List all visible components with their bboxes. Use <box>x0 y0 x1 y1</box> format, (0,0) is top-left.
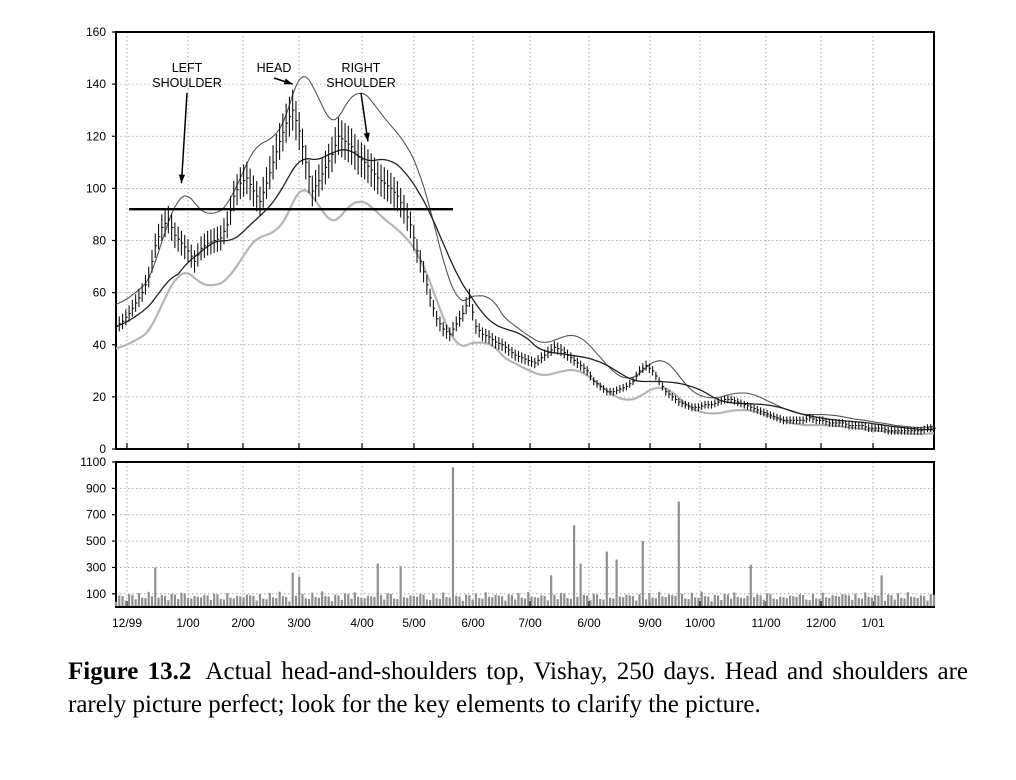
price-y-tick-label: 120 <box>86 129 106 143</box>
moving-average-line <box>115 149 934 431</box>
price-y-tick-label: 60 <box>93 286 107 300</box>
x-tick-label: 5/00 <box>402 616 426 630</box>
price-y-tick-label: 40 <box>93 338 107 352</box>
grid <box>116 32 934 607</box>
figure-label: Figure 13.2 <box>68 658 192 685</box>
annotation-label: RIGHT <box>342 61 381 75</box>
x-tick-label: 6/00 <box>461 616 485 630</box>
x-tick-label: 1/01 <box>861 616 885 630</box>
chart: 0 20 40 60 80 100 120 140 160 100 300 500 700 900 1100… <box>80 25 936 630</box>
lower-band-line <box>115 189 935 436</box>
volume-panel-frame <box>115 461 935 608</box>
price-y-tick-label: 160 <box>86 25 106 39</box>
x-tick-label: 12/00 <box>806 616 836 630</box>
x-tick-label: 10/00 <box>685 616 715 630</box>
annotation-label: SHOULDER <box>152 76 221 90</box>
x-tick-label: 2/00 <box>231 616 255 630</box>
x-tick-label: 4/00 <box>350 616 374 630</box>
price-bars <box>115 89 936 435</box>
price-y-tick-label: 100 <box>86 181 106 195</box>
x-tick-label: 12/99 <box>112 616 142 630</box>
annotation-label: LEFT <box>172 61 203 75</box>
volume-bars <box>114 467 936 606</box>
price-y-tick-label: 80 <box>93 234 107 248</box>
annotation-arrow <box>180 92 188 184</box>
x-tick-label: 6/00 <box>577 616 601 630</box>
annotation-arrowhead <box>363 132 370 142</box>
price-y-tick-label: 20 <box>93 390 107 404</box>
annotation-arrowhead <box>178 174 186 184</box>
annotation-label: SHOULDER <box>326 76 395 90</box>
upper-band-line <box>115 76 935 429</box>
volume-y-tick-label: 300 <box>86 560 106 574</box>
x-tick-label: 7/00 <box>518 616 542 630</box>
x-tick-label: 1/00 <box>176 616 200 630</box>
volume-y-tick-label: 1100 <box>80 455 106 469</box>
figure-caption: Figure 13.2 Actual head-and-shoulders top… <box>68 655 968 721</box>
x-tick-label: 11/00 <box>751 616 780 630</box>
price-y-tick-label: 0 <box>99 442 106 456</box>
volume-y-tick-label: 500 <box>86 534 106 548</box>
volume-y-tick-label: 700 <box>86 508 106 522</box>
volume-y-tick-label: 100 <box>86 587 106 601</box>
annotation-label: HEAD <box>257 61 292 75</box>
annotation-arrowhead <box>283 78 293 85</box>
x-tick-label: 3/00 <box>287 616 311 630</box>
price-y-tick-label: 140 <box>86 77 106 91</box>
x-tick-label: 9/00 <box>638 616 662 630</box>
volume-y-tick-label: 900 <box>86 481 106 495</box>
figure-caption-text: Actual head-and-shoulders top, Vishay, 2… <box>68 658 968 718</box>
